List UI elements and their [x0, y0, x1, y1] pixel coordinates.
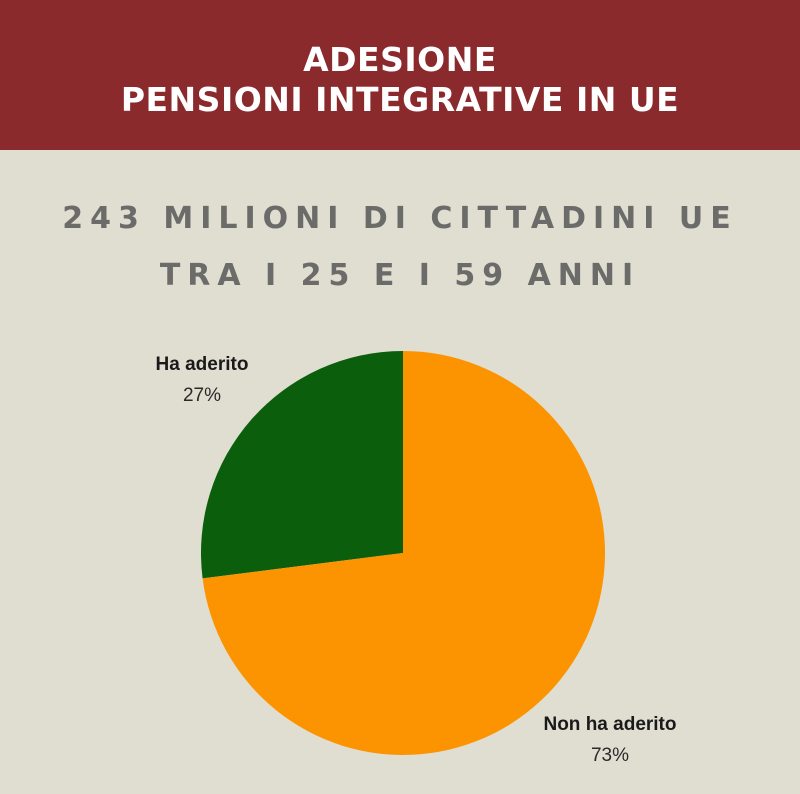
- slice-label-0: Ha aderito: [156, 354, 249, 375]
- subtitle-line-2: TRA I 25 E I 59 ANNI: [159, 258, 641, 293]
- pie-slices: [200, 351, 605, 756]
- slice-value-1: 73%: [591, 745, 629, 766]
- header-banner: ADESIONE PENSIONI INTEGRATIVE IN UE: [0, 0, 800, 150]
- subtitle-line-1: 243 MILIONI DI CITTADINI UE: [62, 201, 738, 236]
- pie-labels: Ha aderito 27% Non ha aderito 73%: [156, 354, 677, 766]
- pie-slice-non-ha-aderito: [202, 351, 605, 756]
- slice-label-1: Non ha aderito: [543, 714, 676, 735]
- pie-slice-ha-aderito: [200, 351, 403, 579]
- title-line-1: ADESIONE: [303, 40, 497, 79]
- title-line-2: PENSIONI INTEGRATIVE IN UE: [120, 80, 680, 119]
- subtitle: 243 MILIONI DI CITTADINI UE TRA I 25 E I…: [0, 190, 800, 304]
- slice-value-0: 27%: [183, 385, 221, 406]
